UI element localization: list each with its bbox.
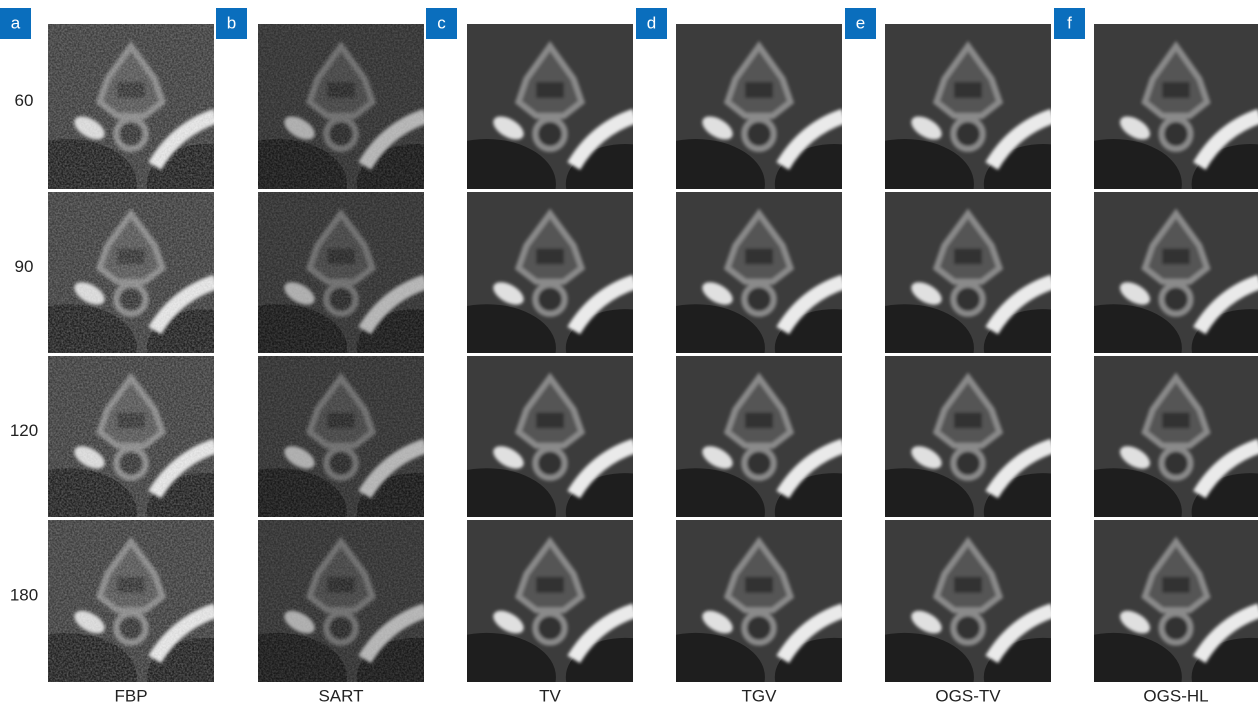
dark-tint: [258, 520, 424, 682]
method-caption: TV: [539, 686, 561, 705]
method-caption: OGS-TV: [935, 686, 1001, 705]
row-label: 120: [10, 421, 38, 440]
panel-letter: a: [11, 13, 21, 32]
panel-letter: c: [437, 13, 446, 32]
ct-image: [627, 520, 894, 708]
panel-letter: d: [647, 13, 656, 32]
row-label: 60: [15, 91, 34, 110]
panel-letter: f: [1067, 13, 1072, 32]
ct-image: [418, 520, 685, 708]
dark-tint: [258, 192, 424, 353]
method-caption: FBP: [114, 686, 147, 705]
panel-letter: e: [856, 13, 865, 32]
figure: a FBP b SART c TV d TGV e OGS-TV f OGS-HL 60 90 120 180: [0, 0, 1258, 708]
panel-letter: b: [227, 13, 236, 32]
row-label: 90: [15, 257, 34, 276]
method-caption: TGV: [742, 686, 778, 705]
method-caption: OGS-HL: [1143, 686, 1208, 705]
noise-overlay: [48, 520, 214, 682]
ct-image: [836, 520, 1103, 708]
dark-tint: [258, 24, 424, 189]
dark-tint: [258, 356, 424, 517]
row-label: 180: [10, 585, 38, 604]
method-caption: SART: [318, 686, 363, 705]
noise-overlay: [48, 356, 214, 517]
noise-overlay: [48, 24, 214, 189]
noise-overlay: [48, 192, 214, 353]
ct-image: [1045, 520, 1258, 708]
